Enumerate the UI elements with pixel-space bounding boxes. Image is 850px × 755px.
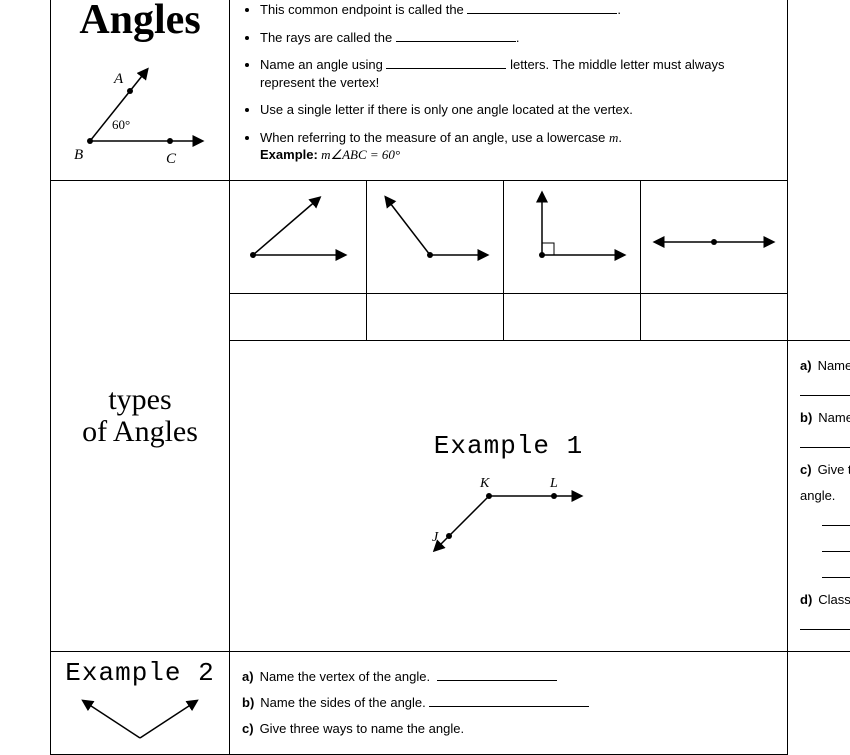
- example1-left-cell: Example 1 K L J: [230, 340, 788, 651]
- svg-text:L: L: [549, 476, 558, 491]
- example1-questions: a)Name the vertex of the angle. b)Name t…: [788, 340, 850, 651]
- svg-text:C: C: [166, 151, 177, 167]
- angle-label-4: [641, 293, 788, 340]
- types-left-cell: types of Angles: [51, 180, 230, 651]
- example2-left-cell: Example 2: [51, 651, 230, 754]
- example2-title: Example 2: [55, 658, 225, 688]
- svg-text:B: B: [74, 147, 83, 163]
- angle-label-3: [504, 293, 641, 340]
- bullet-naming: Name an angle using letters. The middle …: [260, 56, 779, 91]
- q1a: a)Name the vertex of the angle.: [800, 353, 850, 405]
- q2b: b)Name the sides of the angle.: [242, 690, 775, 716]
- worksheet-table: Angles A B C 60° Thi: [50, 0, 850, 755]
- angles-notes-cell: This common endpoint is called the . The…: [230, 0, 788, 180]
- angle-type-obtuse: [367, 181, 504, 294]
- types-title-2: of Angles: [55, 416, 225, 448]
- angle-label-2: [367, 293, 504, 340]
- q2c: c)Give three ways to name the angle.: [242, 716, 775, 742]
- example1-title: Example 1: [234, 431, 783, 461]
- svg-text:60°: 60°: [112, 117, 130, 132]
- angle-type-right: [504, 181, 641, 294]
- svg-text:K: K: [479, 476, 490, 491]
- bullet-endpoint: This common endpoint is called the .: [260, 1, 779, 19]
- types-title-1: types: [55, 384, 225, 416]
- svg-text:J: J: [432, 530, 439, 545]
- q1b: b)Name the sides of the angle.: [800, 405, 850, 457]
- q1c-blanks: , ,: [800, 509, 850, 587]
- angle-abc-diagram: A B C 60°: [60, 41, 220, 171]
- q2a: a)Name the vertex of the angle.: [242, 664, 775, 690]
- types-grid-cell: [230, 180, 788, 340]
- bullet-measure: When referring to the measure of an angl…: [260, 129, 779, 164]
- angles-title: Angles: [55, 0, 225, 41]
- example2-diagram: [55, 688, 225, 748]
- angle-type-straight: [641, 181, 788, 294]
- angles-left-cell: Angles A B C 60°: [51, 0, 230, 180]
- angle-label-1: [230, 293, 367, 340]
- bullet-single-letter: Use a single letter if there is only one…: [260, 101, 779, 119]
- angle-type-acute: [230, 181, 367, 294]
- example2-questions: a)Name the vertex of the angle. b)Name t…: [230, 651, 788, 754]
- angles-bullets: This common endpoint is called the . The…: [238, 1, 779, 164]
- svg-text:A: A: [113, 71, 124, 87]
- q1c: c)Give three ways to name the angle.: [800, 457, 850, 509]
- bullet-rays: The rays are called the .: [260, 29, 779, 47]
- angle-jkl-diagram: K L J: [424, 461, 594, 561]
- q1d: d)Classify the angle.: [800, 587, 850, 639]
